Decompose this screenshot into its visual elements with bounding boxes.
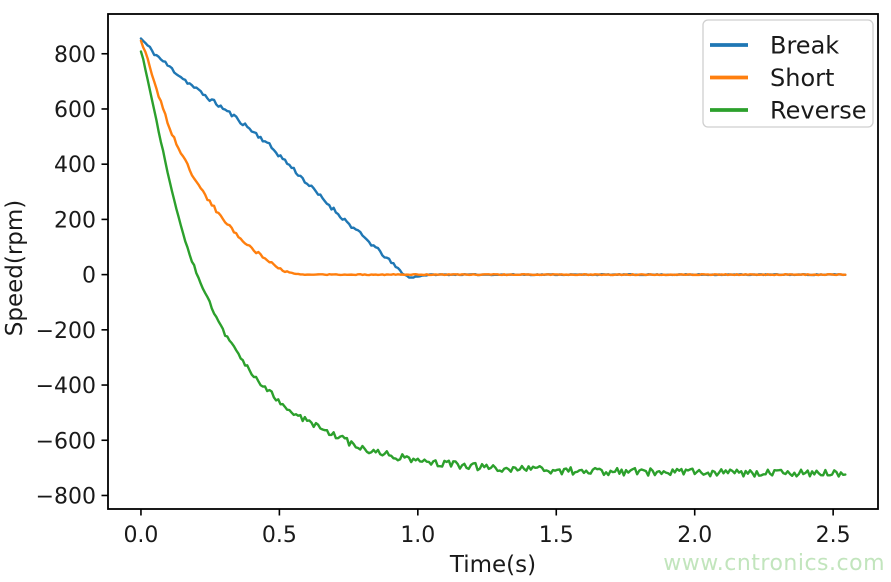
series-line-reverse — [139, 50, 847, 478]
x-tick-label: 0.0 — [123, 523, 158, 548]
y-axis-label: Speed(rpm) — [2, 200, 28, 337]
y-tick-label: 0 — [82, 264, 96, 289]
x-tick-label: 0.5 — [262, 523, 297, 548]
x-tick-label: 1.0 — [400, 523, 435, 548]
legend-label-break: Break — [770, 32, 839, 60]
plot-border — [107, 13, 879, 510]
x-axis-label: Time(s) — [449, 552, 536, 578]
y-tick-label: −800 — [36, 484, 96, 509]
y-tick-label: 400 — [54, 153, 96, 178]
y-tick-label: −200 — [36, 319, 96, 344]
y-tick-label: −600 — [36, 429, 96, 454]
series-line-short — [139, 39, 847, 277]
series-lines — [139, 37, 847, 478]
y-tick-label: 600 — [54, 98, 96, 123]
y-tick-label: 200 — [54, 208, 96, 233]
axis-ticks: 0.0 0.5 1.0 1.5 2.0 2.5 800 600 400 200 0 −200 −400 −… — [36, 43, 851, 548]
watermark: www.cntronics.com — [663, 551, 885, 576]
x-tick-label: 1.5 — [539, 523, 574, 548]
y-tick-label: 800 — [54, 43, 96, 68]
x-tick-label: 2.5 — [816, 523, 851, 548]
legend-label-reverse: Reverse — [770, 97, 866, 125]
legend: Break Short Reverse — [702, 19, 874, 128]
x-tick-label: 2.0 — [677, 523, 712, 548]
legend-label-short: Short — [770, 64, 834, 92]
y-tick-label: −400 — [36, 374, 96, 399]
